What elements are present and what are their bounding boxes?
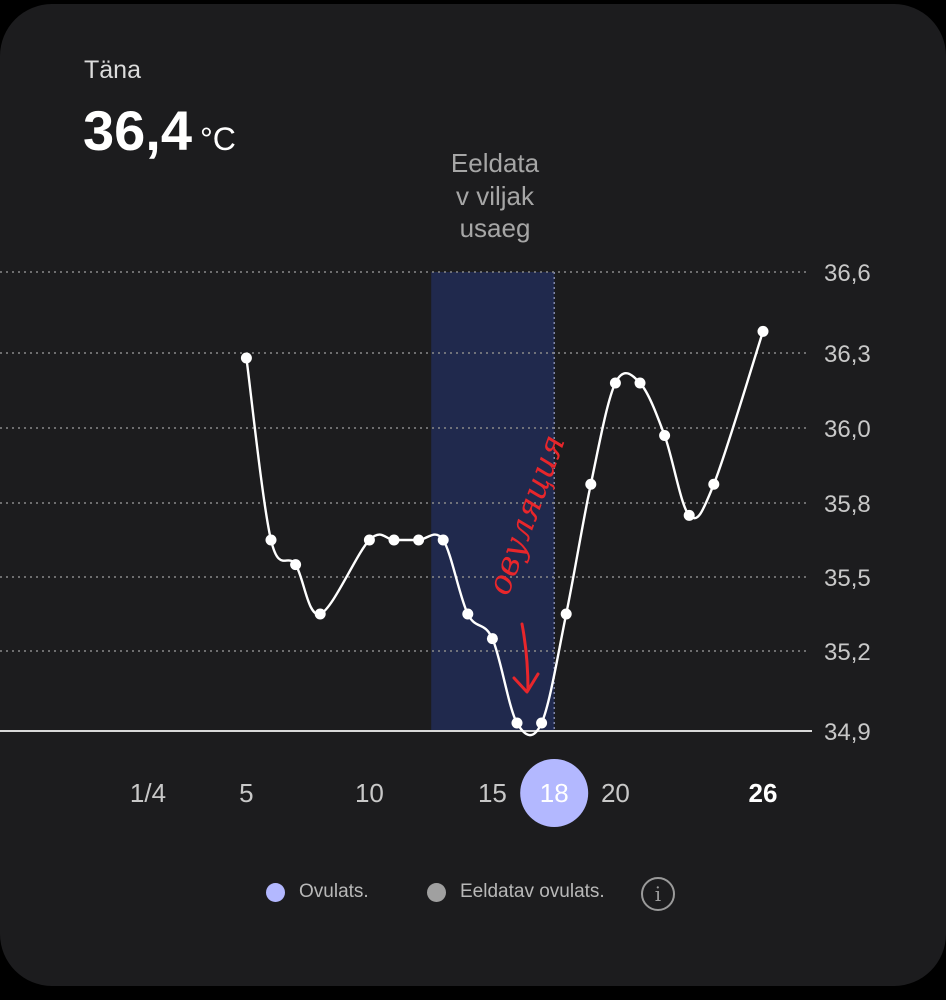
x-tick-label[interactable]: 10 bbox=[355, 778, 384, 808]
fertile-window-label: Eeldata v viljak usaeg bbox=[450, 148, 540, 243]
today-temperature-value: 36,4 bbox=[83, 99, 192, 162]
temperature-point[interactable] bbox=[265, 534, 277, 546]
y-tick-label: 35,5 bbox=[824, 565, 871, 592]
temperature-point[interactable] bbox=[683, 509, 695, 521]
temperature-point[interactable] bbox=[437, 534, 449, 546]
temperature-point[interactable] bbox=[511, 717, 523, 729]
x-tick-label[interactable]: 5 bbox=[239, 778, 253, 808]
temperature-point[interactable] bbox=[536, 717, 548, 729]
temperature-point[interactable] bbox=[634, 377, 646, 389]
fertile-window-band bbox=[431, 272, 555, 731]
today-label: Täna bbox=[84, 56, 141, 84]
temperature-point[interactable] bbox=[708, 478, 720, 490]
temperature-point[interactable] bbox=[363, 534, 375, 546]
temperature-point[interactable] bbox=[486, 633, 498, 645]
legend-ovulation-dot bbox=[266, 882, 285, 902]
temperature-point[interactable] bbox=[388, 534, 400, 546]
temperature-point[interactable] bbox=[290, 559, 302, 571]
legend-expected-ovulation-label: Eeldatav ovulats. bbox=[460, 881, 605, 902]
y-tick-label: 35,8 bbox=[824, 491, 871, 518]
temperature-point[interactable] bbox=[413, 534, 425, 546]
y-tick-label: 36,0 bbox=[824, 416, 871, 443]
y-tick-label: 36,3 bbox=[824, 341, 871, 368]
handwritten-arrowhead bbox=[512, 672, 540, 694]
selected-day-marker[interactable] bbox=[520, 759, 589, 827]
temperature-point[interactable] bbox=[560, 608, 572, 620]
temperature-point[interactable] bbox=[462, 608, 474, 620]
temperature-point[interactable] bbox=[314, 608, 326, 620]
handwritten-arrow bbox=[520, 622, 530, 692]
today-temperature: 36,4 °C bbox=[83, 98, 236, 163]
legend-ovulation: Ovulats. bbox=[266, 881, 369, 903]
y-tick-label: 34,9 bbox=[824, 719, 871, 746]
legend-expected-ovulation-dot bbox=[427, 882, 446, 902]
info-icon[interactable]: i bbox=[641, 877, 675, 911]
x-tick-label[interactable]: 20 bbox=[601, 778, 630, 808]
temperature-point[interactable] bbox=[240, 352, 252, 364]
temperature-point[interactable] bbox=[659, 430, 671, 441]
temperature-point[interactable] bbox=[757, 325, 769, 337]
y-tick-label: 35,2 bbox=[824, 639, 871, 666]
x-tick-label[interactable]: 15 bbox=[478, 778, 507, 808]
temperature-point[interactable] bbox=[585, 478, 597, 490]
x-tick-label[interactable]: 1/4 bbox=[130, 778, 166, 808]
x-tick-label-selected[interactable]: 18 bbox=[540, 778, 569, 808]
legend-expected-ovulation: Eeldatav ovulats. bbox=[427, 881, 605, 903]
x-tick-label[interactable]: 26 bbox=[749, 778, 778, 808]
legend-ovulation-label: Ovulats. bbox=[299, 881, 369, 902]
today-temperature-unit: °C bbox=[200, 121, 236, 157]
y-tick-label: 36,6 bbox=[824, 260, 871, 287]
temperature-point[interactable] bbox=[609, 377, 621, 389]
